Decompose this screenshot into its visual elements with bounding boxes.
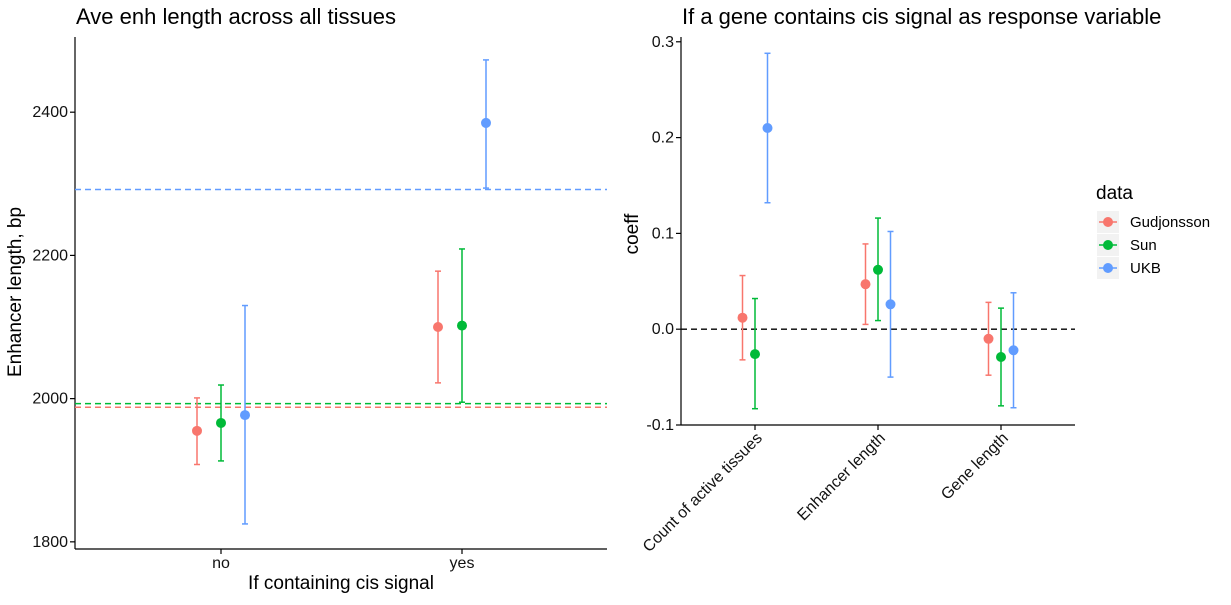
left-series-gudjonsson bbox=[192, 270, 443, 466]
right-x-tick-label-gene-length: Gene length bbox=[938, 430, 1012, 504]
legend: data Gudjonsson Sun UKB bbox=[1096, 183, 1210, 279]
chart-left-title: Ave enh length across all tissues bbox=[76, 4, 396, 29]
legend-title: data bbox=[1096, 183, 1133, 204]
chart-left-x-ticks: no yes bbox=[212, 549, 474, 572]
legend-label: UKB bbox=[1130, 260, 1161, 277]
left-series-ukb bbox=[240, 59, 491, 525]
right-series-sun bbox=[750, 217, 1006, 410]
chart-right-y-axis-title: coeff bbox=[622, 213, 643, 255]
right-y-tick-label: 0.0 bbox=[652, 321, 674, 338]
right-x-tick-label-enhancer-length: Enhancer length bbox=[794, 430, 888, 524]
data-point bbox=[873, 264, 883, 275]
left-x-tick-label-yes: yes bbox=[450, 555, 475, 572]
chart-left-y-axis-title: Enhancer length, bp bbox=[5, 207, 26, 377]
left-y-tick-label: 2400 bbox=[32, 104, 68, 121]
left-series-sun bbox=[216, 248, 467, 462]
right-y-tick-label: 0.2 bbox=[652, 130, 674, 147]
right-series-ukb bbox=[762, 52, 1019, 409]
chart-cis-signal-response: If a gene contains cis signal as respons… bbox=[622, 4, 1161, 556]
legend-item-ukb: UKB bbox=[1097, 257, 1161, 279]
data-point bbox=[737, 312, 748, 323]
right-series-gudjonsson bbox=[737, 243, 994, 376]
legend-item-sun: Sun bbox=[1097, 234, 1157, 256]
legend-items: Gudjonsson Sun UKB bbox=[1097, 211, 1210, 279]
right-y-tick-label: 0.1 bbox=[652, 225, 674, 242]
chart-left-x-axis-title: If containing cis signal bbox=[248, 573, 434, 594]
legend-key-point bbox=[1103, 240, 1113, 250]
left-y-tick-label: 1800 bbox=[32, 534, 68, 551]
left-y-tick-label: 2200 bbox=[32, 247, 68, 264]
data-point bbox=[996, 351, 1006, 362]
right-y-tick-label: 0.3 bbox=[652, 34, 674, 51]
chart-right-y-ticks: -0.1 0.0 0.1 0.2 0.3 bbox=[646, 34, 681, 434]
chart-right-marks bbox=[737, 52, 1019, 410]
legend-key-point bbox=[1103, 217, 1113, 227]
data-point bbox=[481, 117, 491, 128]
chart-right-title: If a gene contains cis signal as respons… bbox=[682, 4, 1161, 29]
legend-label: Gudjonsson bbox=[1130, 214, 1210, 231]
data-point bbox=[983, 333, 994, 344]
left-y-tick-label: 2000 bbox=[32, 391, 68, 408]
legend-item-gudjonsson: Gudjonsson bbox=[1097, 211, 1210, 233]
data-point bbox=[457, 320, 467, 331]
legend-label: Sun bbox=[1130, 237, 1157, 254]
legend-key-point bbox=[1103, 263, 1113, 273]
data-point bbox=[1008, 345, 1019, 356]
data-point bbox=[240, 410, 250, 421]
data-point bbox=[860, 279, 871, 290]
chart-left-marks bbox=[192, 59, 491, 525]
chart-left-reference-lines bbox=[75, 188, 607, 408]
data-point bbox=[750, 349, 760, 360]
left-x-tick-label-no: no bbox=[212, 555, 230, 572]
chart-ave-enhancer-length: Ave enh length across all tissues If con… bbox=[5, 4, 607, 594]
data-point bbox=[885, 299, 896, 310]
data-point bbox=[433, 322, 443, 333]
right-x-tick-label-count-of-active-tissues: Count of active tissues bbox=[640, 430, 766, 556]
chart-left-y-ticks: 1800 2000 2200 2400 bbox=[32, 104, 75, 551]
chart-right-x-ticks: Count of active tissues Enhancer length Ge… bbox=[640, 425, 1012, 556]
right-y-tick-label: -0.1 bbox=[646, 417, 674, 434]
data-point bbox=[762, 123, 773, 134]
data-point bbox=[216, 417, 226, 428]
data-point bbox=[192, 425, 202, 436]
